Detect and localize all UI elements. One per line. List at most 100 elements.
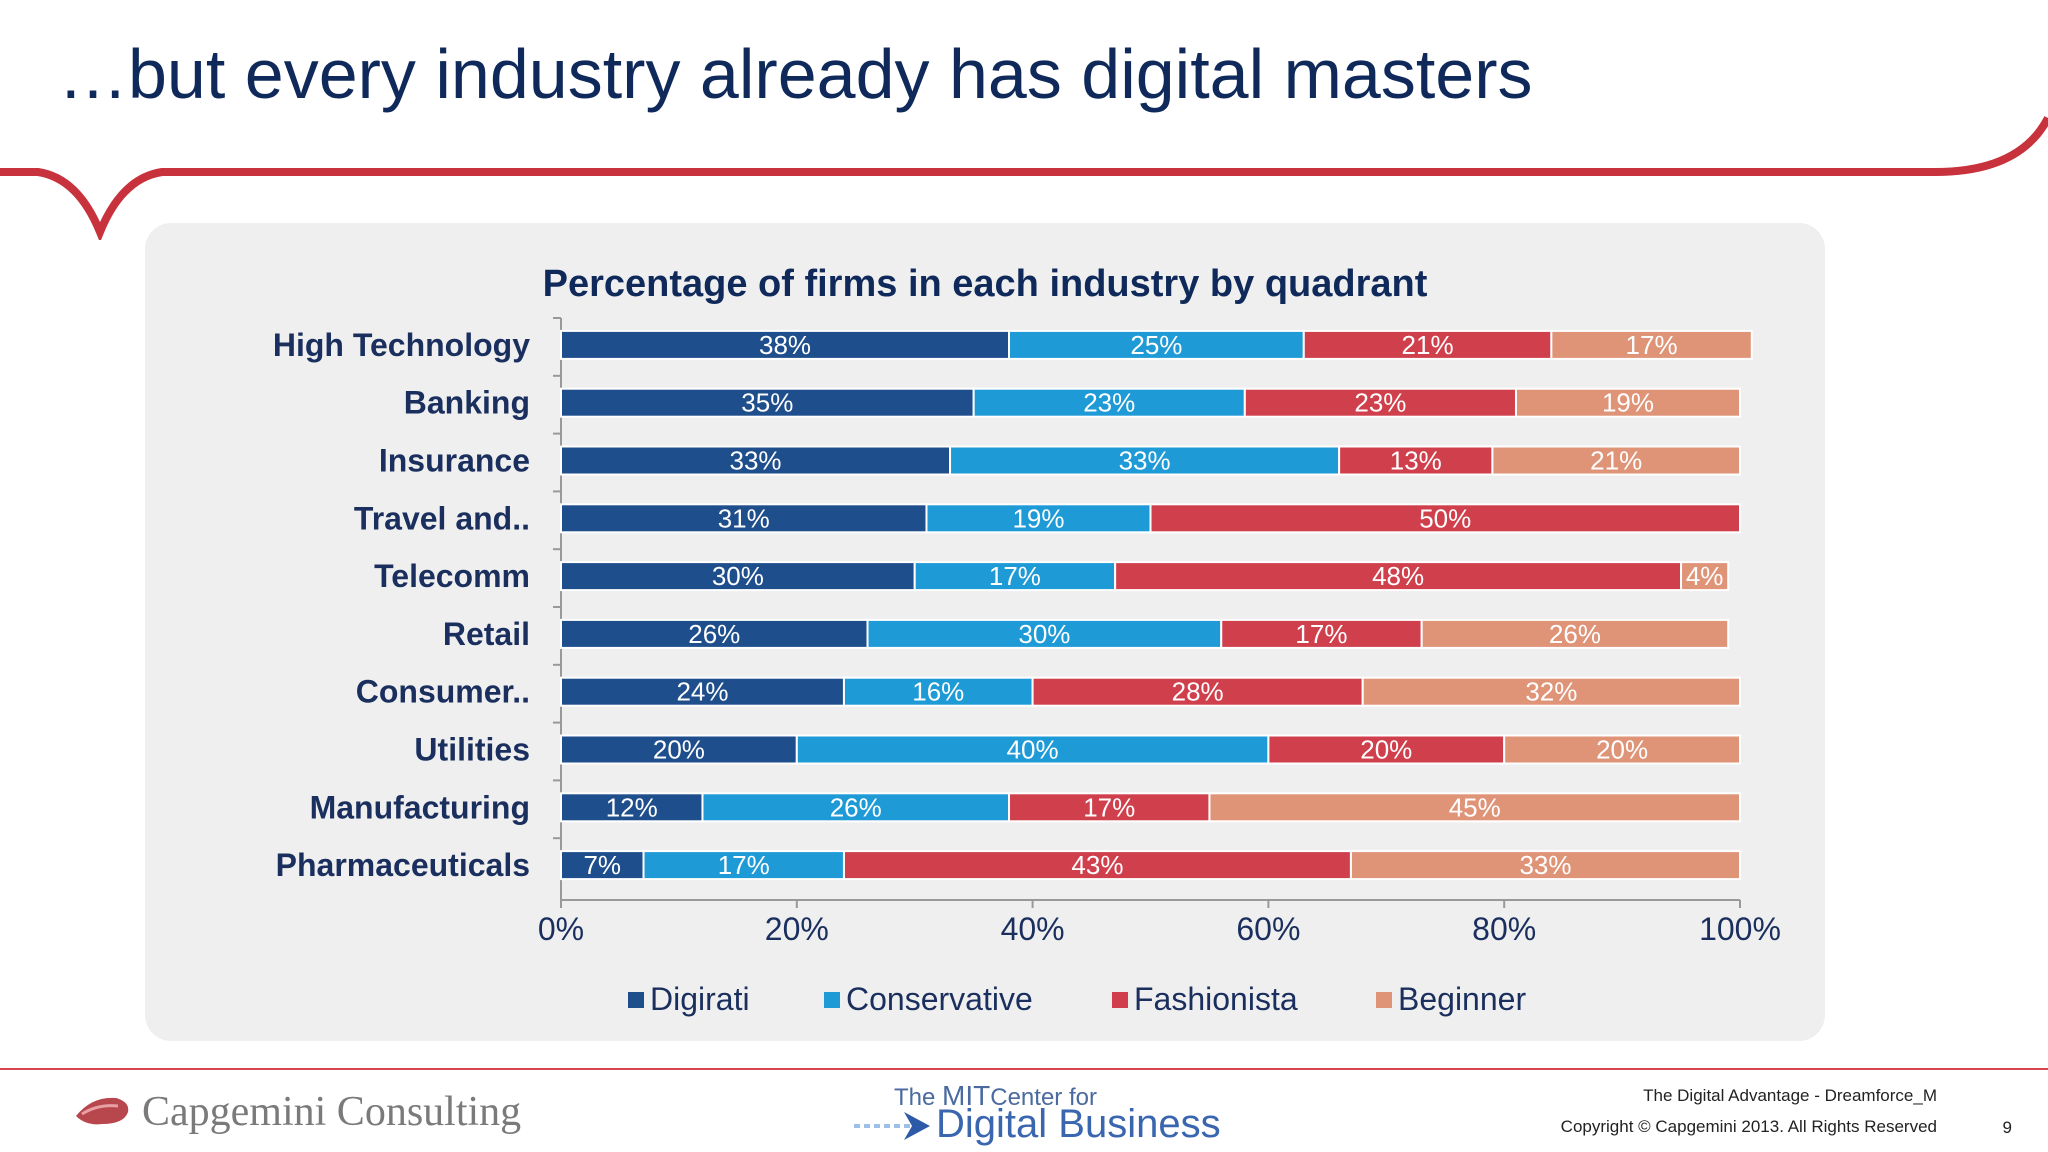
bar-segment <box>866 618 1223 649</box>
bar-segment <box>1420 618 1730 649</box>
bar-segment <box>1220 618 1423 649</box>
bar-segment <box>1514 387 1741 418</box>
x-tick-label: 40% <box>1001 911 1065 947</box>
bar-value-label: 13% <box>1390 446 1442 476</box>
bar-segment <box>1349 850 1742 881</box>
document-name: The Digital Advantage - Dreamforce_M <box>1643 1086 1937 1105</box>
bar-value-label: 20% <box>1596 735 1648 765</box>
bar-value-label: 19% <box>1602 388 1654 418</box>
bar-segment <box>1302 329 1553 360</box>
stacked-bar-chart: Percentage of firms in each industry by … <box>273 263 1781 1017</box>
x-tick-label: 80% <box>1472 911 1536 947</box>
bar-segment <box>1267 734 1506 765</box>
bar-value-label: 19% <box>1012 503 1064 533</box>
bar-segment <box>842 850 1352 881</box>
category-label: Telecomm <box>374 558 530 594</box>
bar-value-label: 17% <box>718 850 770 880</box>
bar-value-label: 21% <box>1402 330 1454 360</box>
bar-value-label: 35% <box>741 388 793 418</box>
bar-segment <box>1208 792 1741 823</box>
bar-value-label: 24% <box>676 677 728 707</box>
legend-label: Conservative <box>846 981 1033 1017</box>
category-label: Pharmaceuticals <box>276 847 530 883</box>
bar-value-label: 4% <box>1686 561 1724 591</box>
category-label: Travel and.. <box>354 500 530 536</box>
bar-value-label: 25% <box>1130 330 1182 360</box>
bar-segment <box>1680 561 1730 592</box>
header-decoration-curve <box>0 116 2048 240</box>
legend-swatch <box>1112 992 1128 1008</box>
bar-value-label: 16% <box>912 677 964 707</box>
bar-segment <box>560 561 916 592</box>
bar-value-label: 21% <box>1590 446 1642 476</box>
bar-value-label: 20% <box>653 735 705 765</box>
legend-label: Digirati <box>650 981 750 1017</box>
bar-segment <box>1149 503 1741 534</box>
mit-logo-suffix: Center for <box>990 1084 1097 1111</box>
category-label: Utilities <box>414 732 530 768</box>
footer-divider <box>0 1068 2048 1070</box>
bar-segment <box>949 445 1341 476</box>
bar-value-label: 31% <box>718 503 770 533</box>
bar-segment <box>1361 676 1741 707</box>
bar-segment <box>560 329 1011 360</box>
x-tick-label: 20% <box>765 911 829 947</box>
bar-value-label: 23% <box>1354 388 1406 418</box>
bar-segment <box>925 503 1152 534</box>
bar-value-label: 17% <box>989 561 1041 591</box>
capgemini-logo: Capgemini Consulting <box>72 1088 521 1136</box>
bar-segment <box>560 792 704 823</box>
mit-logo-mit: MIT <box>942 1080 991 1111</box>
category-label: High Technology <box>273 327 530 363</box>
bar-segment <box>701 792 1011 823</box>
bar-segment <box>560 618 869 649</box>
bar-value-label: 40% <box>1007 735 1059 765</box>
bar-value-label: 26% <box>688 619 740 649</box>
bar-segment <box>913 561 1117 592</box>
bar-segment <box>1243 387 1517 418</box>
bar-value-label: 33% <box>1519 850 1571 880</box>
category-label: Insurance <box>379 443 530 479</box>
x-tick-label: 60% <box>1236 911 1300 947</box>
bar-value-label: 43% <box>1071 850 1123 880</box>
bar-value-label: 7% <box>583 850 621 880</box>
category-label: Retail <box>443 616 530 652</box>
bar-value-label: 30% <box>712 561 764 591</box>
bar-value-label: 33% <box>1119 446 1171 476</box>
bar-segment <box>1550 329 1753 360</box>
spade-logo-icon <box>76 1097 129 1125</box>
mit-logo-prefix: The <box>894 1084 943 1111</box>
bar-value-label: 20% <box>1360 735 1412 765</box>
category-label: Manufacturing <box>310 789 530 825</box>
capgemini-logo-text: Capgemini Consulting <box>142 1089 522 1135</box>
x-tick-label: 0% <box>538 911 584 947</box>
legend-swatch <box>1376 992 1392 1008</box>
bar-segment <box>560 676 845 707</box>
legend-swatch <box>824 992 840 1008</box>
arrow-swoosh-icon <box>854 1112 930 1140</box>
bar-value-label: 26% <box>1549 619 1601 649</box>
bar-value-label: 28% <box>1172 677 1224 707</box>
bar-value-label: 26% <box>830 792 882 822</box>
bar-value-label: 32% <box>1525 677 1577 707</box>
legend-label: Beginner <box>1398 981 1526 1017</box>
bar-segment <box>1008 329 1305 360</box>
bar-segment <box>1503 734 1741 765</box>
slide-title: …but every industry already has digital … <box>58 35 1533 113</box>
mit-logo-top-line: The MITCenter for <box>894 1080 1097 1112</box>
legend-label: Fashionista <box>1134 981 1298 1017</box>
bar-value-label: 17% <box>1626 330 1678 360</box>
bar-value-label: 17% <box>1295 619 1347 649</box>
bar-value-label: 33% <box>730 446 782 476</box>
page-number: 9 <box>2002 1118 2012 1137</box>
x-tick-label: 100% <box>1699 911 1781 947</box>
bar-segment <box>1491 445 1742 476</box>
legend-swatch <box>628 992 644 1008</box>
bar-value-label: 12% <box>606 792 658 822</box>
category-label: Consumer.. <box>356 674 530 710</box>
mit-logo-bottom-line: Digital Business <box>936 1102 1221 1146</box>
bar-value-label: 30% <box>1018 619 1070 649</box>
bar-value-label: 38% <box>759 330 811 360</box>
mit-center-logo: The MITCenter for Digital Business <box>852 1080 1221 1150</box>
chart-title: Percentage of firms in each industry by … <box>543 263 1428 305</box>
